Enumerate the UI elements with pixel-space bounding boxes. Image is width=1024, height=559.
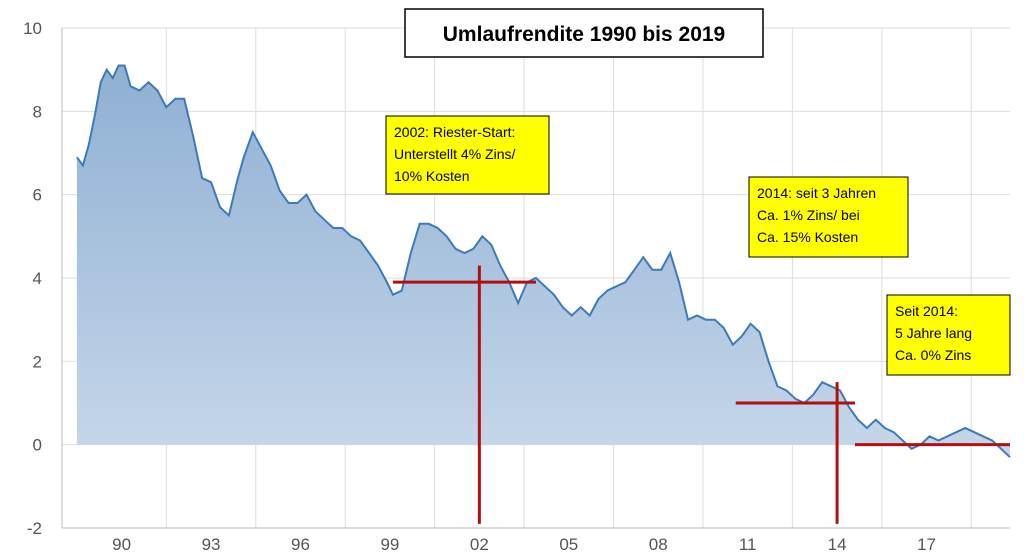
- since-2014-note-box: [886, 294, 1011, 376]
- since-2014-note-line: Ca. 0% Zins: [895, 347, 971, 363]
- series-area: [76, 65, 1010, 458]
- riester-note: 2002: Riester-Start: Unterstellt 4% Zins/…: [385, 115, 550, 195]
- 2014-note-box: [748, 176, 909, 258]
- y-tick-label: -2: [27, 519, 42, 538]
- x-tick-label: 14: [828, 535, 847, 554]
- 2014-note-line: Ca. 1% Zins/ bei: [757, 207, 860, 223]
- note-layer: 2002: Riester-Start: Unterstellt 4% Zins/…: [385, 115, 1011, 376]
- y-tick-label: 2: [33, 352, 42, 371]
- y-tick-label: 6: [33, 186, 42, 205]
- chart-title-box: Umlaufrendite 1990 bis 2019: [404, 8, 764, 58]
- since-2014-note-line: 5 Jahre lang: [895, 325, 972, 341]
- riester-note-box: [385, 115, 550, 195]
- 2014-note-line: Ca. 15% Kosten: [757, 229, 858, 245]
- y-tick-label: 4: [33, 269, 42, 288]
- riester-note-line: Unterstellt 4% Zins/: [394, 146, 515, 162]
- 2014-note-line: 2014: seit 3 Jahren: [757, 185, 876, 201]
- riester-note-line: 2002: Riester-Start:: [394, 124, 515, 140]
- x-tick-label: 08: [649, 535, 668, 554]
- x-tick-label: 90: [112, 535, 131, 554]
- x-tick-label: 99: [380, 535, 399, 554]
- x-tick-label: 05: [559, 535, 578, 554]
- x-tick-label: 11: [739, 535, 757, 554]
- x-tick-label: 96: [291, 535, 310, 554]
- marker-layer: [392, 265, 1010, 524]
- chart-title: Umlaufrendite 1990 bis 2019: [443, 23, 725, 46]
- since-2014-note-line: Seit 2014:: [895, 303, 958, 319]
- x-tick-label: 17: [917, 535, 936, 554]
- x-tick-label: 93: [202, 535, 221, 554]
- 2014-note: 2014: seit 3 Jahren Ca. 1% Zins/ bei Ca. 1…: [748, 176, 909, 258]
- x-tick-label: 02: [470, 535, 489, 554]
- y-tick-label: 0: [33, 436, 42, 455]
- riester-note-line: 10% Kosten: [394, 168, 470, 184]
- y-tick-label: 8: [33, 102, 42, 121]
- since-2014-note: Seit 2014: 5 Jahre lang Ca. 0% Zins: [886, 294, 1011, 376]
- y-tick-label: 10: [23, 19, 42, 38]
